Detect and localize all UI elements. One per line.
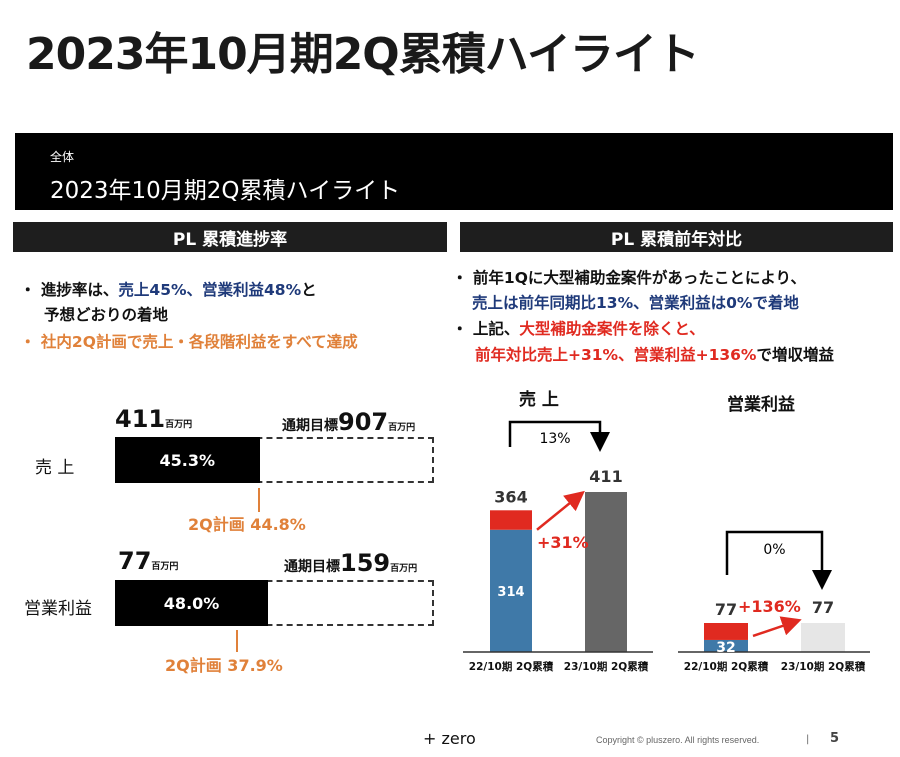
banner: 全体 2023年10月期2Q累積ハイライト bbox=[15, 133, 893, 210]
yoy-bracket-arrow-icon bbox=[725, 530, 832, 590]
plan-arrow-icon bbox=[235, 630, 238, 652]
text: と bbox=[301, 281, 317, 299]
sales-actual: 411百万円 bbox=[115, 405, 193, 433]
bullet-progress: ・ 進捗率は、売上45%、営業利益48%と bbox=[20, 281, 317, 299]
total-label: 77 bbox=[715, 600, 737, 619]
x-tick-label: 22/10期 2Q累積 bbox=[684, 660, 769, 673]
banner-title: 2023年10月期2Q累積ハイライト bbox=[50, 178, 401, 204]
footer-separator: | bbox=[806, 734, 810, 745]
base-label: 314 bbox=[497, 585, 524, 600]
total-label: 364 bbox=[494, 487, 527, 506]
page-number: 5 bbox=[830, 731, 840, 746]
bar-base bbox=[704, 639, 748, 652]
text: 上記、 bbox=[472, 320, 520, 338]
x-tick-label: 23/10期 2Q累積 bbox=[781, 660, 866, 673]
x-tick-label: 22/10期 2Q累積 bbox=[469, 660, 554, 673]
total-label: 411 bbox=[589, 467, 622, 486]
yoy-ex-label: +136% bbox=[738, 597, 801, 616]
chart-title-sales: 売 上 bbox=[519, 390, 559, 410]
x-tick-label: 23/10期 2Q累積 bbox=[564, 660, 649, 673]
bar-current bbox=[585, 492, 627, 652]
text-highlight: 前年対比売上+31%、営業利益+136% bbox=[475, 346, 757, 364]
bullet-progress-cont: 予想どおりの着地 bbox=[44, 306, 169, 324]
bar-base bbox=[490, 529, 532, 652]
page-title: 2023年10月期2Q累積ハイライト bbox=[26, 29, 700, 80]
op-actual: 77百万円 bbox=[118, 547, 179, 575]
section-header-yoy: PL 累積前年対比 bbox=[460, 222, 893, 252]
logo: + zero bbox=[423, 729, 476, 748]
section-header-progress: PL 累積進捗率 bbox=[13, 222, 447, 252]
yoy-label: 0% bbox=[763, 542, 785, 558]
bar-subsidy bbox=[704, 623, 748, 640]
growth-arrow-icon bbox=[752, 616, 802, 638]
text-highlight: 大型補助金案件を除くと、 bbox=[519, 320, 705, 338]
growth-arrow-icon bbox=[536, 490, 585, 531]
text: で増収増益 bbox=[756, 346, 834, 364]
bullet-plan: ・ 社内2Q計画で売上・各段階利益をすべて達成 bbox=[20, 333, 358, 351]
sales-progress-bar: 45.3% bbox=[115, 437, 260, 483]
text: 社内2Q計画で売上・各段階利益をすべて達成 bbox=[40, 333, 358, 351]
plan-arrow-icon bbox=[257, 488, 260, 512]
total-label: 77 bbox=[812, 598, 834, 617]
text-highlight: 売上45%、営業利益48% bbox=[118, 281, 302, 299]
yoy-bracket-arrow-icon bbox=[508, 420, 610, 452]
sales-label: 売 上 bbox=[35, 458, 75, 478]
bullet-subsidy-cont: 売上は前年同期比13%、営業利益は0%で着地 bbox=[472, 294, 799, 312]
text: 前年1Qに大型補助金案件があったことにより、 bbox=[472, 269, 806, 287]
sales-target: 通期目標907百万円 bbox=[282, 408, 416, 436]
banner-label: 全体 bbox=[50, 150, 75, 164]
op-label: 営業利益 bbox=[24, 599, 92, 619]
copyright: Copyright © pluszero. All rights reserve… bbox=[596, 735, 760, 745]
op-target: 通期目標159百万円 bbox=[284, 549, 418, 577]
bullet-subsidy: ・ 前年1Qに大型補助金案件があったことにより、 bbox=[452, 269, 806, 287]
op-plan: 2Q計画 37.9% bbox=[165, 656, 283, 675]
op-progress-bar: 48.0% bbox=[115, 580, 269, 626]
base-label: 32 bbox=[716, 640, 735, 656]
chart-title-op: 営業利益 bbox=[727, 395, 795, 415]
bullet-excl: ・ 上記、大型補助金案件を除くと、 bbox=[452, 320, 705, 338]
yoy-ex-label: +31% bbox=[537, 533, 589, 552]
sales-plan: 2Q計画 44.8% bbox=[188, 515, 306, 534]
text: 進捗率は、 bbox=[40, 281, 119, 299]
bar-current bbox=[801, 623, 845, 652]
bar-subsidy bbox=[490, 510, 532, 530]
yoy-label: 13% bbox=[539, 431, 570, 447]
bullet-excl-cont: 前年対比売上+31%、営業利益+136%で増収増益 bbox=[475, 343, 834, 365]
